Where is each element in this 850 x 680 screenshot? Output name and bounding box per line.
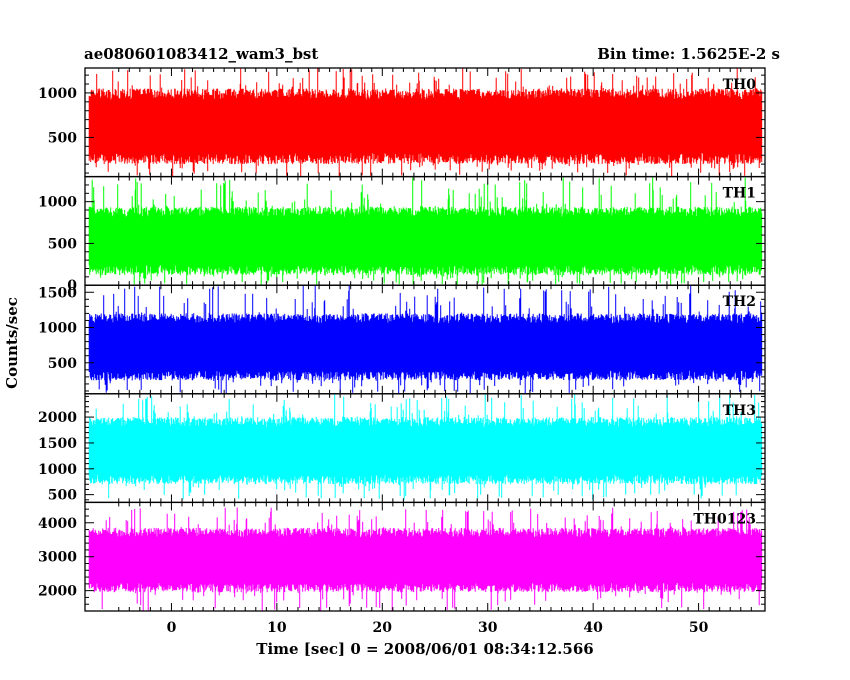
x-axis: 0 10 20 30 40 50: [167, 620, 709, 636]
y-tick-label: 2000: [38, 410, 77, 426]
panel-th3: 500 1000 1500 2000 TH3: [38, 393, 766, 504]
y-tick-label: 1000: [38, 195, 77, 211]
x-tick-label: 40: [583, 620, 603, 636]
y-tick-label: 1000: [38, 86, 77, 102]
panel-stack: 500 1000 TH0 0 500 1000 TH1 500 1000 1500 TH2 500 10…: [38, 67, 766, 612]
x-tick-label: 10: [267, 620, 287, 636]
figure-title-left: ae080601083412_wam3_bst: [84, 45, 318, 63]
panel-th0123: 2000 3000 4000 TH0123: [38, 501, 766, 612]
y-tick-label: 0: [67, 278, 77, 294]
x-tick-label: 20: [373, 620, 393, 636]
x-tick-label: 0: [167, 620, 177, 636]
y-tick-label: 2000: [38, 584, 77, 600]
x-tick-label: 30: [478, 620, 498, 636]
y-tick-label: 500: [48, 236, 77, 252]
panel-th0: 500 1000 TH0: [38, 67, 766, 178]
panel-th2: 500 1000 1500 TH2: [38, 284, 766, 395]
series-trace-th3: [88, 394, 763, 500]
y-tick-label: 500: [48, 130, 77, 146]
y-tick-label: 500: [48, 488, 77, 504]
y-tick-label: 4000: [38, 516, 77, 532]
panel-th1: 0 500 1000 TH1: [38, 175, 766, 294]
series-trace-th2: [88, 285, 763, 394]
y-tick-label: 1000: [38, 321, 77, 337]
series-trace-th0123: [88, 507, 763, 611]
y-tick-label: 1500: [38, 436, 77, 452]
panel-label-th1: TH1: [723, 186, 756, 202]
panel-label-th3: TH3: [723, 403, 756, 419]
y-axis-label: Counts/sec: [3, 297, 21, 389]
series-trace-th1: [88, 177, 763, 286]
series-trace-th0: [88, 68, 763, 177]
x-tick-label: 50: [689, 620, 709, 636]
panel-label-th2: TH2: [723, 294, 756, 310]
panel-label-th0123: TH0123: [693, 511, 756, 527]
y-tick-label: 500: [48, 356, 77, 372]
y-tick-label: 3000: [38, 550, 77, 566]
figure-title-right: Bin time: 1.5625E-2 s: [597, 45, 780, 63]
x-axis-label: Time [sec] 0 = 2008/06/01 08:34:12.566: [256, 640, 593, 658]
y-tick-label: 1500: [38, 285, 77, 301]
y-tick-label: 1000: [38, 462, 77, 478]
panel-label-th0: TH0: [723, 77, 757, 93]
